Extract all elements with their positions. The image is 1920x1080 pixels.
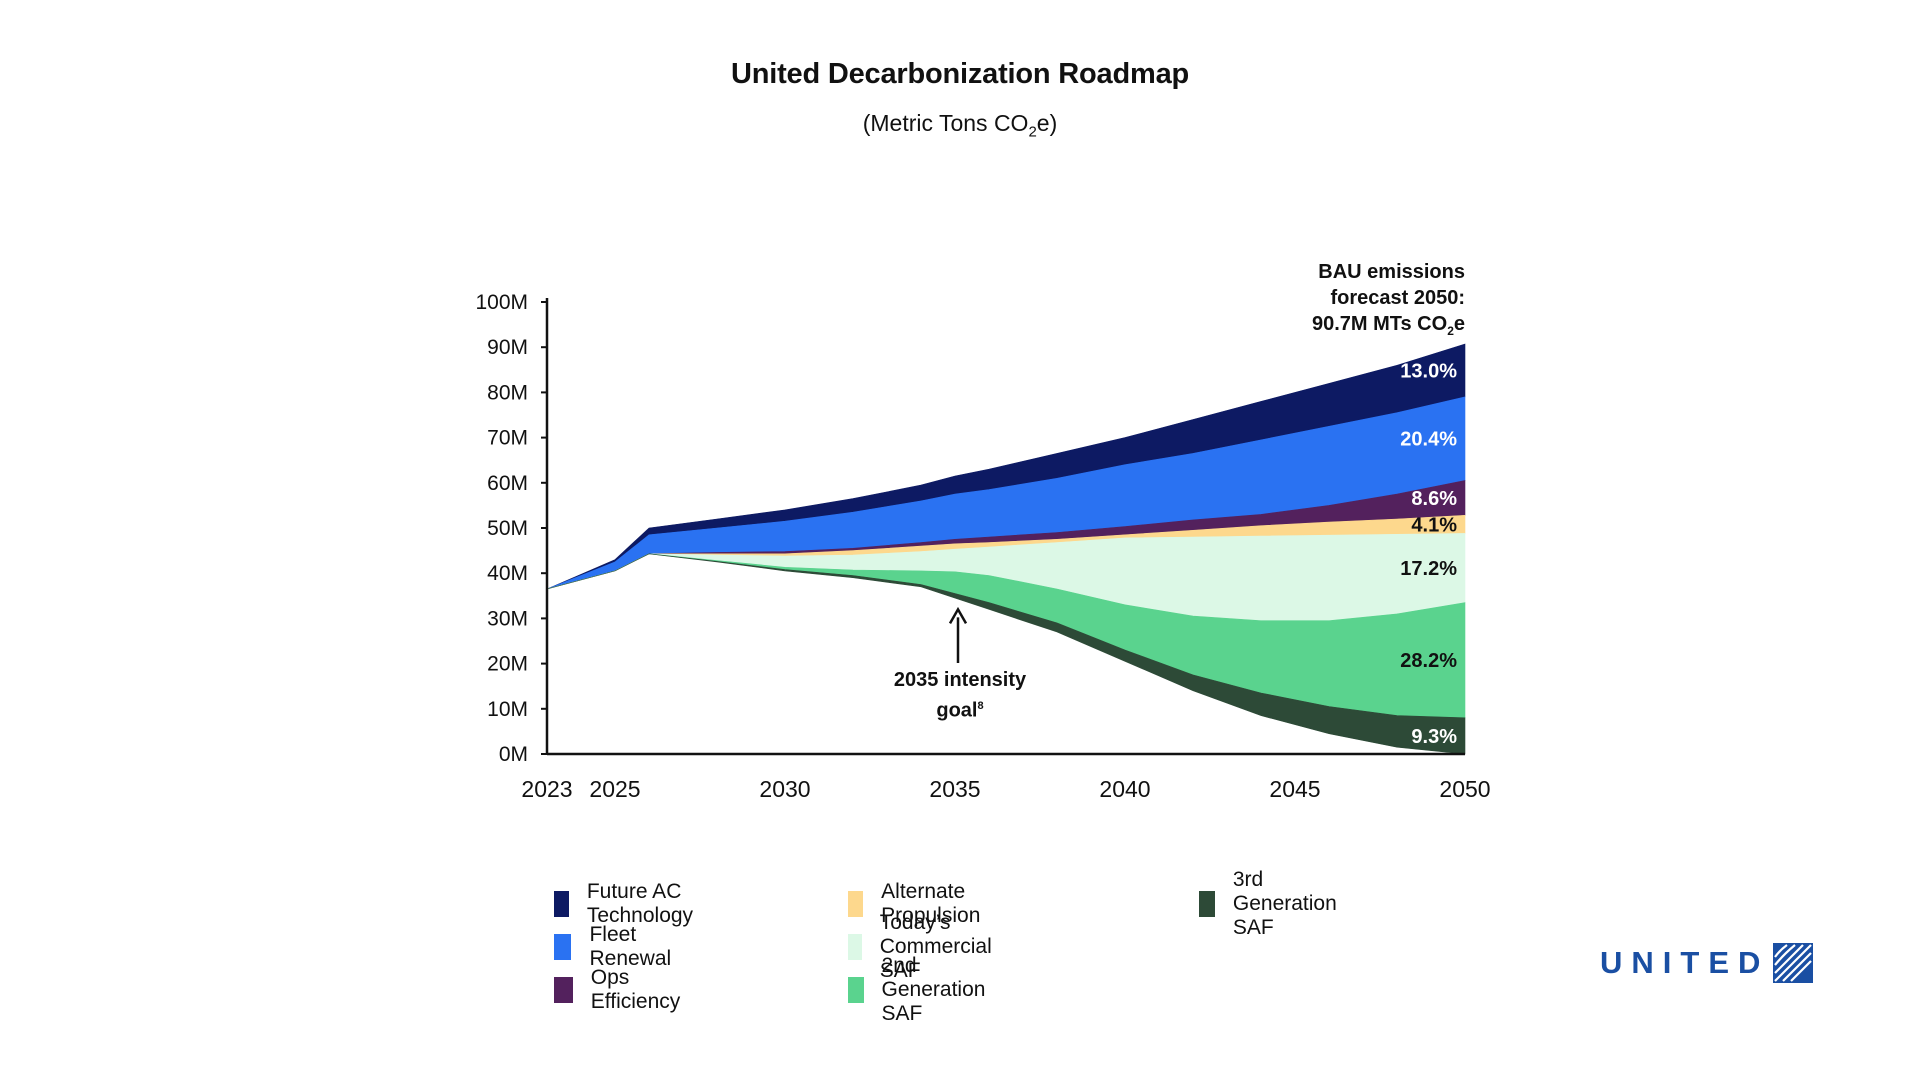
y-tick-label: 80M — [487, 381, 528, 404]
legend-label: Fleet Renewal — [589, 923, 672, 970]
legend-label: Future AC Technology — [586, 880, 694, 927]
y-tick-label: 0M — [499, 743, 528, 766]
bau-line-3-suffix: e — [1453, 313, 1465, 335]
legend-label: Ops Efficiency — [590, 966, 681, 1013]
legend-swatch — [554, 891, 569, 917]
goal-line-2: goal8 — [880, 693, 1040, 724]
globe-icon — [1773, 943, 1814, 983]
x-tick-label: 2023 — [521, 776, 572, 802]
x-tick-label: 2050 — [1439, 776, 1490, 802]
goal-arrow-head — [948, 606, 968, 624]
legend-item: Fleet Renewal — [554, 923, 680, 970]
share-label-2nd-generation-saf: 28.2% — [1400, 650, 1457, 672]
share-label-ops-efficiency: 8.6% — [1411, 488, 1457, 510]
goal-arrow — [948, 606, 968, 663]
x-tick-label: 2035 — [929, 776, 980, 802]
legend-label: Today’s Commercial SAF — [879, 911, 992, 982]
goal-footnote-mark: 8 — [977, 700, 984, 712]
y-tick-label: 10M — [487, 698, 528, 721]
bau-line-1: BAU emissions — [1318, 261, 1465, 283]
chart-title: United Decarbonization Roadmap — [730, 58, 1190, 90]
chart-axes: 0M 10M 20M 30M 40M 50M 60M 70M 80M 90M 100M 2023 202… — [475, 291, 1490, 802]
bau-subscript: 2 — [1447, 324, 1454, 338]
legend-label: 2nd Generation SAF — [881, 954, 986, 1025]
logo-wordmark: UNITED — [1600, 945, 1770, 980]
bau-line-3: 90.7M MTs CO2e — [1312, 311, 1465, 344]
y-tick-label: 30M — [487, 607, 528, 630]
legend-swatch — [848, 934, 862, 960]
legend-label: Alternate Propulsion — [881, 880, 981, 927]
y-tick-label: 50M — [487, 517, 528, 540]
x-tick-label: 2025 — [589, 776, 640, 802]
legend-swatch — [848, 891, 864, 917]
share-label-3rd-generation-saf: 9.3% — [1411, 726, 1457, 748]
bau-line-3-prefix: 90.7M MTs CO — [1311, 313, 1448, 335]
area-3rd-generation-saf — [546, 553, 1466, 755]
legend-swatch — [554, 977, 573, 1003]
united-logo: UNITED — [1600, 943, 1814, 983]
y-tick-label: 70M — [487, 427, 528, 450]
legend-item: Alternate Propulsion — [848, 880, 991, 927]
goal-line-1: 2035 intensity — [893, 669, 1027, 691]
y-tick-label: 90M — [487, 336, 528, 359]
subtitle-subscript: 2 — [1028, 123, 1037, 141]
share-labels: 13.0% 20.4% 8.6% 4.1% 17.2% 28.2% 9.3% — [1400, 360, 1457, 747]
bau-line-2: forecast 2050: — [1330, 287, 1465, 309]
goal-line-2-text: goal — [936, 699, 978, 722]
y-tick-label: 100M — [475, 291, 528, 314]
share-label-fleet-renewal: 20.4% — [1400, 429, 1457, 451]
goal-annotation: 2035 intensity goal8 — [880, 667, 1040, 724]
legend-item: Today’s Commercial SAF — [848, 911, 1004, 982]
share-label-future-ac-technology: 13.0% — [1400, 360, 1457, 382]
legend-swatch — [848, 977, 864, 1003]
legend-swatch — [554, 934, 572, 960]
share-label-alternate-propulsion: 4.1% — [1411, 514, 1457, 536]
x-tick-label: 2030 — [759, 776, 810, 802]
legend-swatch — [1199, 891, 1215, 917]
area-layers — [546, 343, 1466, 755]
y-tick-label: 40M — [487, 562, 528, 585]
legend-item: Ops Efficiency — [554, 966, 687, 1013]
legend-item: Future AC Technology — [554, 880, 704, 927]
y-tick-label: 60M — [487, 472, 528, 495]
legend-item: 3rd Generation SAF — [1199, 868, 1347, 939]
bau-annotation: BAU emissions forecast 2050: 90.7M MTs C… — [1312, 259, 1465, 344]
share-label-today-s-commercial-saf: 17.2% — [1400, 558, 1457, 580]
subtitle-suffix: e) — [1036, 110, 1058, 136]
legend-label: 3rd Generation SAF — [1232, 868, 1337, 939]
subtitle-prefix: (Metric Tons CO — [862, 110, 1029, 136]
y-tick-label: 20M — [487, 653, 528, 676]
x-tick-label: 2045 — [1269, 776, 1320, 802]
chart-subtitle: (Metric Tons CO2e) — [0, 110, 1920, 141]
x-tick-label: 2040 — [1099, 776, 1150, 802]
legend-item: 2nd Generation SAF — [848, 954, 996, 1025]
